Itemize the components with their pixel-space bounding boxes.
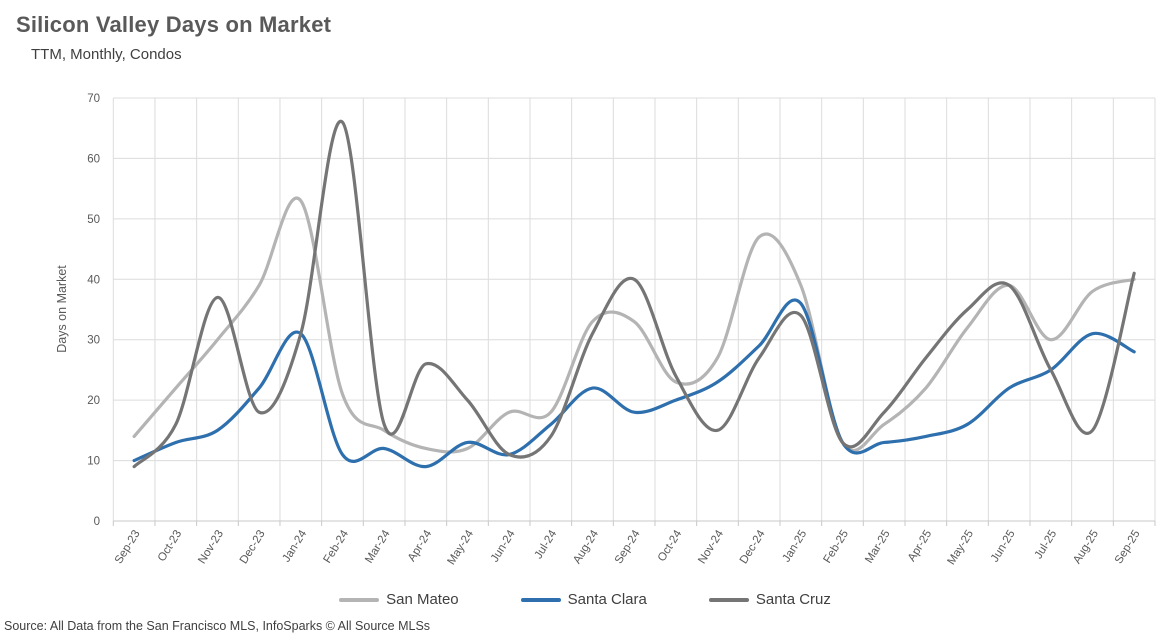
source-note: Source: All Data from the San Francisco … <box>4 619 431 633</box>
x-tick-label: Oct-23 <box>156 528 184 564</box>
x-tick-label: Sep-24 <box>613 528 643 566</box>
y-axis-title: Days on Market <box>55 265 69 353</box>
x-tick-label: Aug-25 <box>1071 528 1101 566</box>
x-tick-label: Mar-25 <box>863 528 892 565</box>
san-mateo-line-swatch-icon <box>339 597 380 602</box>
plot-svg: 0 10 20 30 40 50 60 70 Sep-23 Oct-23 Nov-23 Dec-23 J… <box>55 93 1156 567</box>
x-tick-label: Mar-24 <box>363 528 393 566</box>
x-tick-label: Jul-24 <box>533 528 560 561</box>
y-tick-label: 10 <box>87 456 100 468</box>
x-tick-label: Dec-23 <box>238 528 268 566</box>
legend-label-san-mateo: San Mateo <box>386 591 459 608</box>
x-tick-label: Apr-24 <box>406 528 435 564</box>
series-line-santa-cruz <box>132 119 1136 469</box>
x-tick-label: Nov-23 <box>196 528 226 566</box>
legend-item-santa-clara: Santa Clara <box>520 591 647 608</box>
legend-item-santa-cruz: Santa Cruz <box>708 591 831 608</box>
y-tick-label: 40 <box>87 274 100 286</box>
chart-subtitle: TTM, Monthly, Condos <box>31 46 182 63</box>
legend-label-santa-cruz: Santa Cruz <box>755 591 831 608</box>
legend-item-san-mateo: San Mateo <box>339 591 459 608</box>
y-tick-label: 30 <box>87 335 100 347</box>
x-tick-label: Jun-24 <box>489 528 518 565</box>
x-tick-label: Nov-24 <box>696 528 726 566</box>
x-tick-label: Jun-25 <box>989 528 1018 564</box>
legend-label-santa-clara: Santa Clara <box>567 591 647 608</box>
santa-clara-line-swatch-icon <box>520 597 561 602</box>
x-tick-label: May-24 <box>446 528 477 567</box>
x-tick-label: Sep-25 <box>1113 528 1143 566</box>
y-tick-label: 20 <box>87 395 100 407</box>
legend: San Mateo Santa Clara Santa Cruz <box>0 591 1170 608</box>
y-tick-label: 0 <box>94 516 100 528</box>
x-tick-label: Dec-24 <box>738 528 768 566</box>
gridlines-layer <box>112 97 1156 522</box>
y-tick-label: 70 <box>87 93 100 105</box>
y-tick-label: 60 <box>87 153 100 165</box>
x-tick-label: Jan-25 <box>781 528 810 564</box>
axis-labels-layer: 0 10 20 30 40 50 60 70 Sep-23 Oct-23 Nov-23 Dec-23 J… <box>87 93 1143 567</box>
x-tick-label: Oct-24 <box>656 528 685 564</box>
y-tick-label: 50 <box>87 214 100 226</box>
series-line-san-mateo <box>132 196 1136 454</box>
x-tick-label: Jan-24 <box>281 528 310 565</box>
x-tick-label: Aug-24 <box>571 528 601 566</box>
santa-cruz-line-swatch-icon <box>708 597 749 602</box>
plot-area: 0 10 20 30 40 50 60 70 Sep-23 Oct-23 Nov-23 Dec-23 J… <box>0 85 1170 590</box>
x-tick-label: Sep-23 <box>113 528 143 566</box>
x-tick-label: Feb-24 <box>322 528 352 566</box>
chart-title: Silicon Valley Days on Market <box>16 12 332 37</box>
axis-layer <box>112 520 1156 526</box>
x-tick-label: May-25 <box>946 528 977 567</box>
x-tick-label: Jul-25 <box>1033 528 1060 561</box>
series-layer <box>132 119 1136 469</box>
x-tick-label: Apr-25 <box>906 528 934 564</box>
x-tick-label: Feb-25 <box>822 528 851 565</box>
